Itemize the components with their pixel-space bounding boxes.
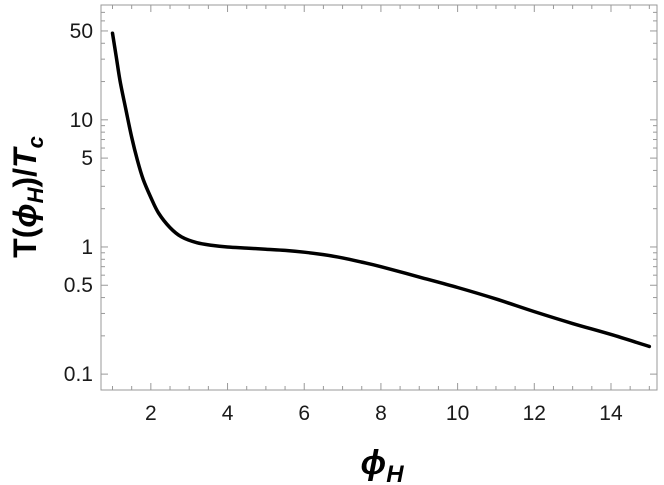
x-tick-label: 14	[599, 402, 623, 425]
x-tick-label: 12	[523, 402, 546, 425]
y-tick-label: 10	[70, 109, 93, 132]
y-axis-title-phi-sub: H	[23, 186, 48, 203]
series-line	[110, 31, 652, 349]
x-tick-label: 8	[375, 402, 387, 425]
x-tick-label: 6	[298, 402, 310, 425]
y-tick-label: 5	[81, 147, 93, 170]
series-layer	[110, 31, 652, 349]
y-axis-ticks: 0.1 0.5 1 5 10 50	[64, 11, 657, 386]
y-axis-title-phi: ϕ	[7, 203, 43, 227]
y-tick-label: 0.5	[64, 274, 93, 297]
x-axis-title-sub: H	[386, 461, 404, 485]
x-axis-ticks: 2 4 6 8 10 12 14	[112, 5, 650, 425]
y-tick-label: 0.1	[64, 363, 93, 386]
x-tick-label: 2	[145, 402, 157, 425]
y-axis-title-mid: )/	[7, 168, 43, 188]
y-axis-title-t: T	[7, 146, 43, 168]
x-tick-label: 10	[446, 402, 469, 425]
y-tick-label: 50	[70, 20, 93, 43]
x-axis-title: ϕH	[360, 444, 404, 485]
y-axis-title-lead: T(	[7, 227, 43, 258]
x-tick-label: 4	[222, 402, 234, 425]
plot-frame	[100, 4, 658, 391]
y-tick-label: 1	[81, 236, 93, 259]
y-axis-title: T(ϕH)/Tc	[7, 136, 48, 258]
x-axis-title-main: ϕ	[360, 444, 386, 482]
y-axis-title-t-sub: c	[23, 136, 48, 148]
